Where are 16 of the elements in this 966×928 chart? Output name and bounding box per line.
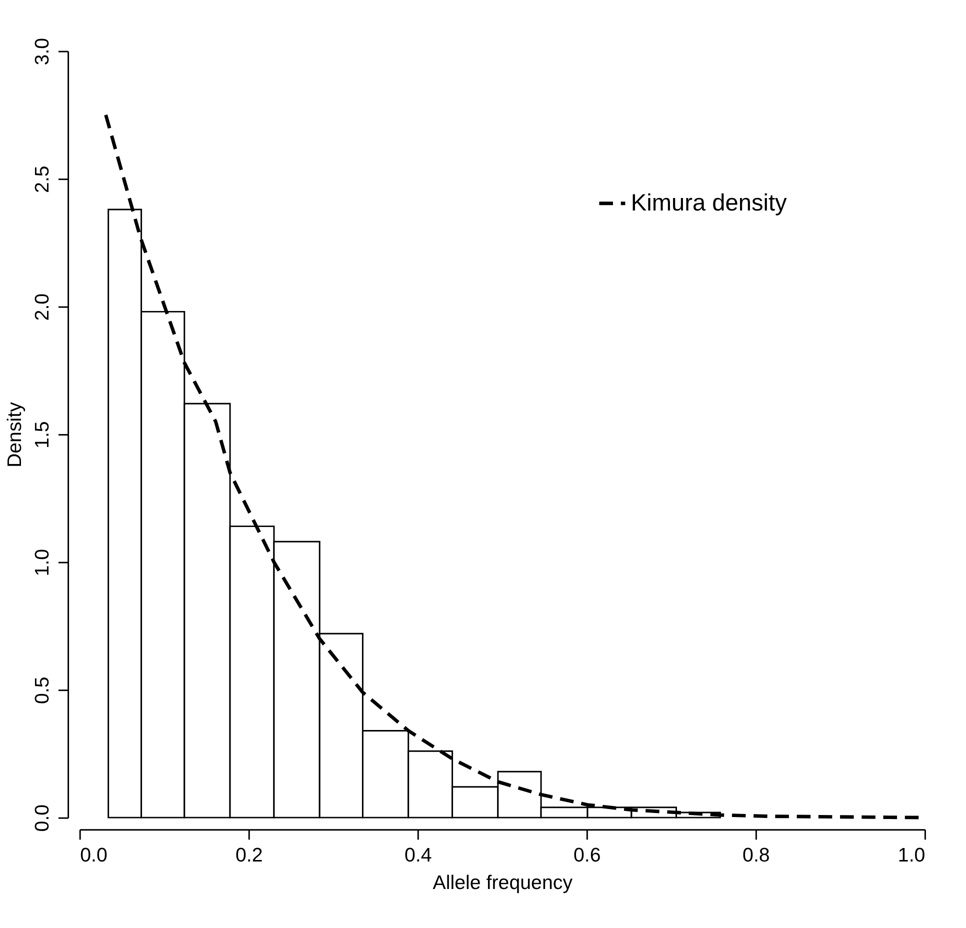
x-tick-label: 1.0 — [898, 844, 926, 866]
legend-label: Kimura density — [630, 189, 788, 216]
x-tick-label: 0.2 — [235, 844, 263, 866]
y-tick-label: 1.0 — [32, 548, 54, 576]
y-tick-label: 1.5 — [32, 421, 54, 448]
x-tick-label: 0.8 — [742, 844, 770, 866]
y-tick-label: 0.0 — [32, 804, 54, 832]
y-axis-title: Density — [4, 402, 26, 468]
y-tick-label: 0.5 — [32, 676, 54, 704]
y-tick-label: 2.0 — [32, 293, 54, 321]
x-axis-title: Allele frequency — [432, 872, 573, 894]
x-tick-label: 0.6 — [574, 844, 601, 866]
y-tick-label: 2.5 — [32, 166, 54, 193]
x-tick-label: 0.4 — [404, 844, 432, 866]
y-tick-label: 3.0 — [32, 38, 54, 66]
x-tick-label: 0.0 — [80, 844, 108, 866]
